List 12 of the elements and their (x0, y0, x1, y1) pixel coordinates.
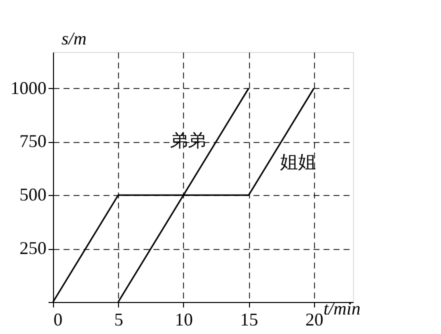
y-tick-label: 750 (20, 131, 46, 152)
y-tick-label: 250 (20, 238, 46, 258)
x-axis-title: t/min (324, 298, 361, 318)
x-tick-label: 10 (174, 310, 193, 330)
x-tick-label: 20 (305, 310, 324, 330)
x-tick-label: 5 (114, 310, 124, 330)
x-tick-label: 15 (240, 310, 258, 330)
y-axis-title: s/m (62, 28, 87, 48)
y-tick-label: 500 (20, 184, 46, 205)
x-tick-label: 0 (54, 310, 62, 330)
series-label: 姐姐 (280, 152, 316, 174)
y-tick-label: 1000 (10, 78, 46, 98)
